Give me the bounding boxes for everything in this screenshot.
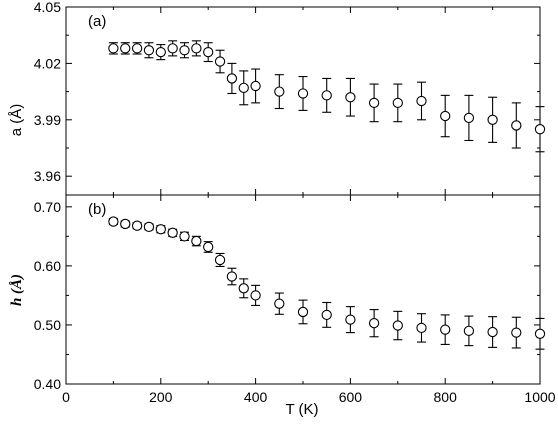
panel-b-label: (b) bbox=[88, 201, 106, 218]
panel-b-x-tick-label: 400 bbox=[244, 389, 268, 405]
panel-b-x-tick-label: 200 bbox=[149, 389, 173, 405]
panel-a-data-point bbox=[155, 46, 166, 58]
panel-b-data-point bbox=[203, 241, 214, 253]
panel-a-data-point bbox=[345, 92, 356, 103]
panel-a-y-tick-label: 3.99 bbox=[34, 112, 61, 128]
panel-a-y-tick-label: 3.96 bbox=[34, 168, 61, 184]
panel-a-data-point bbox=[250, 80, 261, 92]
panel-a-y-tick-label: 4.02 bbox=[34, 55, 61, 71]
panel-b-data-point bbox=[143, 221, 155, 233]
panel-b-data-point bbox=[238, 283, 249, 294]
panel-a-data-point bbox=[143, 45, 155, 56]
panel-a-data-point bbox=[511, 120, 522, 131]
panel-b-x-tick-label: 800 bbox=[434, 389, 458, 405]
panel-b-data-point bbox=[120, 218, 131, 230]
panel-a-data-point bbox=[226, 73, 238, 84]
panel-b-data-point bbox=[191, 235, 202, 247]
panel-b-x-tick-label: 1000 bbox=[524, 389, 555, 405]
panel-a-ylabel: a (Å) bbox=[8, 104, 25, 137]
panel-b-data-point bbox=[297, 306, 309, 318]
panel-b-xlabel: T (K) bbox=[285, 401, 318, 418]
panel-a-data-point bbox=[214, 56, 226, 67]
panel-b-points bbox=[108, 216, 546, 350]
panel-b-data-point bbox=[511, 327, 522, 338]
panel-b-data-point bbox=[487, 326, 498, 338]
panel-a-data-point bbox=[108, 43, 119, 54]
panel-b-data-point bbox=[345, 314, 356, 325]
panel-b-data-point bbox=[226, 271, 238, 282]
panel-b-y-ticks: 0.40 0.50 0.60 0.70 bbox=[34, 199, 540, 392]
panel-b-data-point bbox=[214, 254, 226, 266]
panel-b-data-point bbox=[131, 220, 143, 231]
panel-a-data-point bbox=[463, 112, 475, 124]
panel-b-x-tick-label: 600 bbox=[339, 389, 363, 405]
panel-a-data-point bbox=[534, 124, 546, 135]
panel-b-data-point bbox=[250, 290, 261, 301]
panel-a-data-point bbox=[238, 82, 249, 93]
panel-b-data-point bbox=[463, 325, 475, 336]
panel-b-data-point bbox=[155, 224, 166, 235]
panel-b-data-point bbox=[440, 324, 451, 335]
panel-b-data-point bbox=[108, 216, 119, 227]
panel-b-data-point bbox=[368, 318, 380, 329]
panel-b-y-tick-label: 0.40 bbox=[34, 376, 61, 392]
panel-a-data-point bbox=[487, 114, 498, 125]
panel-a-data-point bbox=[167, 43, 178, 54]
panel-a-data-point bbox=[191, 43, 202, 54]
panel-b-data-point bbox=[534, 328, 546, 339]
panel-a-points bbox=[108, 40, 546, 153]
panel-b-data-point bbox=[392, 320, 403, 331]
panel-a-data-point bbox=[416, 95, 427, 107]
panel-a-data-point bbox=[274, 86, 285, 97]
panel-a-data-point bbox=[120, 43, 131, 54]
panel-a-data-point bbox=[131, 43, 143, 54]
panel-a-data-point bbox=[179, 45, 190, 56]
panel-b-data-point bbox=[321, 309, 332, 321]
panel-b-y-tick-label: 0.70 bbox=[34, 199, 61, 215]
panel-b-data-point bbox=[274, 298, 285, 309]
panel-b-data-point bbox=[416, 322, 427, 334]
panel-a-data-point bbox=[321, 90, 332, 101]
panel-b-y-tick-label: 0.50 bbox=[34, 317, 61, 333]
panel-b-data-point bbox=[179, 231, 190, 242]
panel-a-y-ticks: 3.96 3.99 4.02 4.05 bbox=[34, 0, 540, 184]
panel-a-data-point bbox=[297, 88, 309, 99]
panel-a-data-point bbox=[368, 97, 380, 109]
panel-b-x-ticks: 0 200 400 600 800 1000 bbox=[62, 195, 556, 405]
panel-a: (a) a (Å) 3.96 3.99 4.02 4.05 bbox=[8, 0, 546, 196]
panel-a-data-point bbox=[440, 110, 451, 122]
panel-b-x-tick-label: 0 bbox=[62, 389, 70, 405]
panel-a-data-point bbox=[203, 46, 214, 58]
panel-b-ylabel: h (Å) bbox=[9, 274, 25, 306]
panel-a-data-point bbox=[392, 97, 403, 109]
panel-b-data-point bbox=[167, 227, 178, 238]
panel-a-y-tick-label: 4.05 bbox=[34, 0, 61, 15]
panel-b-y-tick-label: 0.60 bbox=[34, 258, 61, 274]
panel-b: (b) h (Å) T (K) 0 200 400 600 800 1000 0.400.… bbox=[9, 194, 556, 418]
panel-a-label: (a) bbox=[88, 13, 106, 30]
